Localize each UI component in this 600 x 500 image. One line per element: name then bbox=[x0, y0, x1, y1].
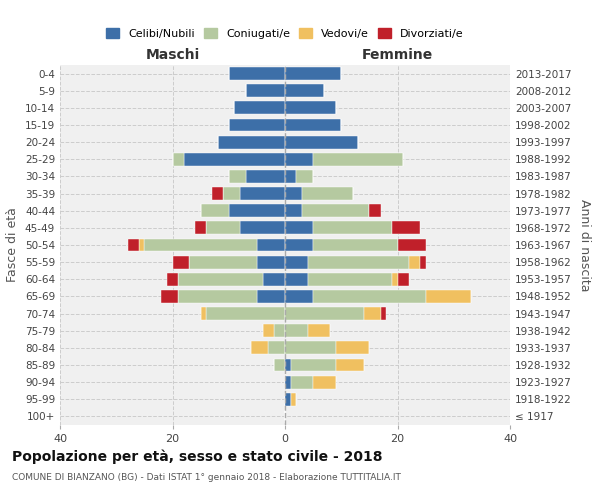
Bar bbox=[178, 290, 257, 303]
Bar bbox=[240, 187, 285, 200]
Bar bbox=[285, 204, 302, 217]
Bar bbox=[285, 238, 313, 252]
Bar bbox=[178, 273, 263, 285]
Bar bbox=[285, 118, 341, 132]
Bar bbox=[285, 256, 308, 268]
Bar bbox=[285, 376, 290, 388]
Bar bbox=[409, 256, 420, 268]
Bar bbox=[200, 204, 229, 217]
Bar bbox=[285, 273, 308, 285]
Bar bbox=[313, 222, 392, 234]
Bar bbox=[335, 358, 364, 372]
Bar bbox=[285, 290, 313, 303]
Bar bbox=[308, 324, 330, 337]
Bar bbox=[370, 204, 380, 217]
Bar bbox=[274, 358, 285, 372]
Bar bbox=[290, 358, 335, 372]
Bar bbox=[285, 67, 341, 80]
Bar bbox=[173, 256, 190, 268]
Bar bbox=[139, 238, 145, 252]
Bar bbox=[200, 307, 206, 320]
Bar bbox=[229, 67, 285, 80]
Bar bbox=[229, 170, 245, 183]
Bar bbox=[223, 187, 240, 200]
Bar bbox=[398, 238, 425, 252]
Bar bbox=[257, 290, 285, 303]
Text: Popolazione per età, sesso e stato civile - 2018: Popolazione per età, sesso e stato civil… bbox=[12, 450, 383, 464]
Bar bbox=[313, 290, 425, 303]
Bar bbox=[206, 307, 285, 320]
Bar bbox=[245, 84, 285, 97]
Bar bbox=[425, 290, 470, 303]
Bar bbox=[206, 222, 240, 234]
Bar bbox=[420, 256, 425, 268]
Bar bbox=[308, 256, 409, 268]
Text: COMUNE DI BIANZANO (BG) - Dati ISTAT 1° gennaio 2018 - Elaborazione TUTTITALIA.I: COMUNE DI BIANZANO (BG) - Dati ISTAT 1° … bbox=[12, 472, 401, 482]
Text: Maschi: Maschi bbox=[145, 48, 200, 62]
Bar bbox=[161, 290, 178, 303]
Bar bbox=[257, 238, 285, 252]
Bar bbox=[145, 238, 257, 252]
Bar bbox=[240, 222, 285, 234]
Bar bbox=[313, 153, 403, 166]
Bar bbox=[285, 102, 335, 114]
Bar bbox=[285, 393, 290, 406]
Bar bbox=[167, 273, 178, 285]
Bar bbox=[313, 376, 335, 388]
Bar bbox=[285, 84, 325, 97]
Bar bbox=[285, 187, 302, 200]
Bar bbox=[195, 222, 206, 234]
Bar bbox=[285, 153, 313, 166]
Bar bbox=[212, 187, 223, 200]
Y-axis label: Anni di nascita: Anni di nascita bbox=[578, 198, 591, 291]
Bar bbox=[285, 307, 364, 320]
Bar bbox=[296, 170, 313, 183]
Bar bbox=[285, 136, 358, 148]
Bar bbox=[392, 273, 398, 285]
Bar bbox=[335, 342, 370, 354]
Bar bbox=[285, 342, 335, 354]
Bar bbox=[285, 358, 290, 372]
Bar bbox=[285, 222, 313, 234]
Bar bbox=[257, 256, 285, 268]
Legend: Celibi/Nubili, Coniugati/e, Vedovi/e, Divorziati/e: Celibi/Nubili, Coniugati/e, Vedovi/e, Di… bbox=[102, 24, 468, 44]
Bar bbox=[229, 118, 285, 132]
Bar bbox=[245, 170, 285, 183]
Bar bbox=[184, 153, 285, 166]
Bar bbox=[364, 307, 380, 320]
Bar bbox=[128, 238, 139, 252]
Bar bbox=[380, 307, 386, 320]
Bar bbox=[290, 393, 296, 406]
Bar bbox=[229, 204, 285, 217]
Bar bbox=[398, 273, 409, 285]
Bar bbox=[235, 102, 285, 114]
Text: Femmine: Femmine bbox=[362, 48, 433, 62]
Bar bbox=[263, 324, 274, 337]
Bar bbox=[302, 204, 370, 217]
Bar bbox=[263, 273, 285, 285]
Bar bbox=[285, 324, 308, 337]
Bar bbox=[302, 187, 353, 200]
Bar bbox=[218, 136, 285, 148]
Bar bbox=[268, 342, 285, 354]
Bar bbox=[308, 273, 392, 285]
Bar bbox=[173, 153, 184, 166]
Bar bbox=[313, 238, 398, 252]
Bar bbox=[392, 222, 420, 234]
Bar bbox=[290, 376, 313, 388]
Bar bbox=[190, 256, 257, 268]
Bar bbox=[274, 324, 285, 337]
Bar bbox=[251, 342, 268, 354]
Y-axis label: Fasce di età: Fasce di età bbox=[7, 208, 19, 282]
Bar bbox=[285, 170, 296, 183]
